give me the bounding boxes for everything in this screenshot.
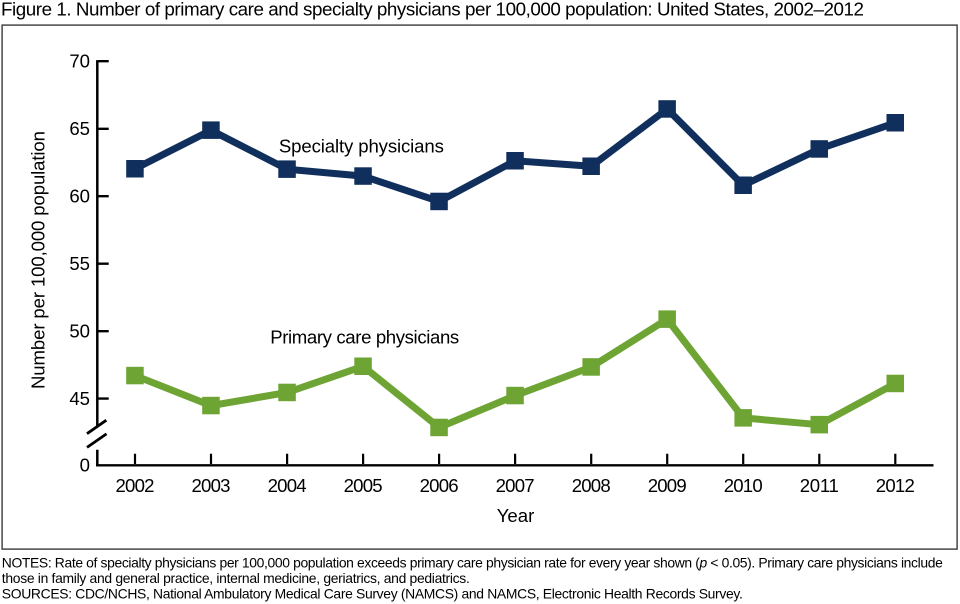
svg-text:2005: 2005: [344, 475, 383, 496]
svg-text:Primary care physicians: Primary care physicians: [270, 326, 459, 347]
svg-text:2006: 2006: [420, 475, 459, 496]
svg-text:Number per 100,000 population: Number per 100,000 population: [28, 131, 49, 389]
svg-text:2008: 2008: [572, 475, 611, 496]
svg-text:70: 70: [69, 51, 90, 72]
svg-text:50: 50: [69, 321, 90, 342]
svg-text:Figure 1. Number of primary ca: Figure 1. Number of primary care and spe…: [1, 0, 864, 20]
svg-text:2004: 2004: [268, 475, 307, 496]
svg-text:60: 60: [69, 186, 90, 207]
svg-text:Year: Year: [497, 505, 535, 526]
svg-text:2012: 2012: [876, 475, 915, 496]
svg-text:NOTES: Rate of specialty physi: NOTES: Rate of specialty physicians per …: [2, 555, 943, 571]
svg-text:Specialty physicians: Specialty physicians: [279, 135, 444, 156]
svg-text:2003: 2003: [192, 475, 231, 496]
svg-text:2002: 2002: [116, 475, 155, 496]
svg-text:65: 65: [69, 118, 90, 139]
svg-text:2007: 2007: [496, 475, 535, 496]
svg-text:those in family and general pr: those in family and general practice, in…: [2, 570, 470, 586]
svg-text:2010: 2010: [724, 475, 763, 496]
svg-text:SOURCES: CDC/NCHS, National Am: SOURCES: CDC/NCHS, National Ambulatory M…: [2, 585, 743, 601]
svg-text:0: 0: [80, 455, 90, 476]
svg-text:2011: 2011: [800, 475, 839, 496]
svg-text:45: 45: [69, 388, 90, 409]
svg-text:55: 55: [69, 253, 90, 274]
svg-text:2009: 2009: [648, 475, 687, 496]
